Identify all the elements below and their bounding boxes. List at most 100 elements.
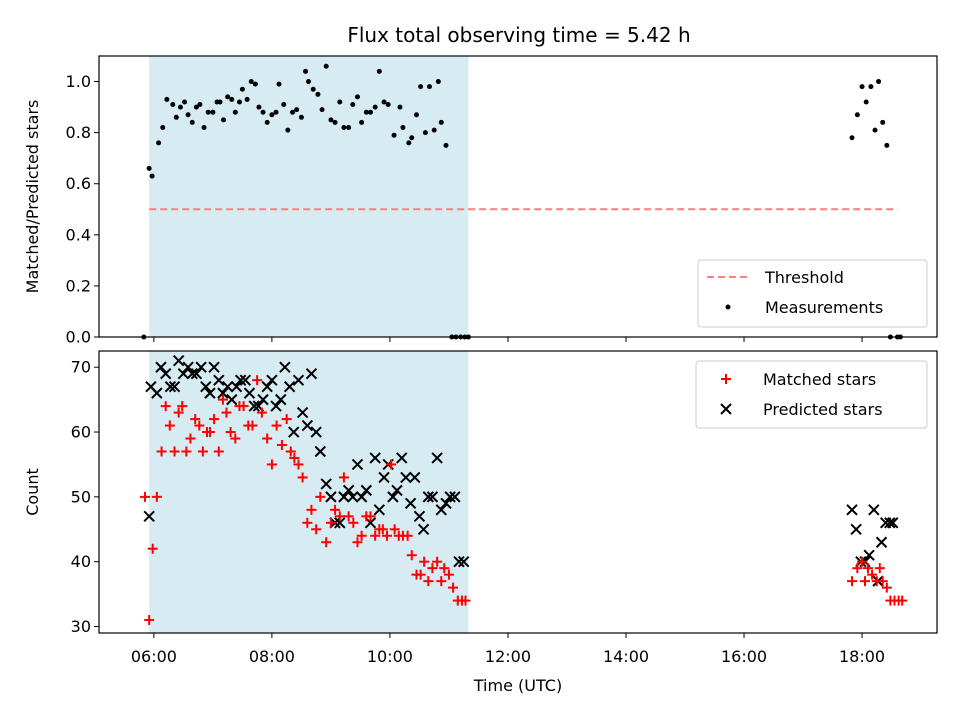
- predicted-star-point: [320, 478, 332, 490]
- predicted-star-point: [168, 380, 181, 393]
- predicted-star-point: [239, 374, 252, 386]
- predicted-star-point: [422, 491, 435, 503]
- y-tick-label: 0.0: [66, 328, 91, 347]
- predicted-star-point: [275, 393, 287, 406]
- measurement-point: [422, 130, 428, 136]
- y-axis-ticks-top: 0.0 0.2 0.4 0.6 0.8 1.0: [66, 72, 99, 347]
- measurement-point: [173, 114, 179, 120]
- matched-star-point: [164, 420, 175, 431]
- x-tick-label: 08:00: [249, 647, 295, 666]
- measurement-point: [177, 104, 183, 110]
- panel-count: 30 40 50 60 70 06:00 08:00 10:00 12:00 14:00 16:0…: [23, 350, 938, 695]
- matched-star-point: [860, 576, 871, 587]
- matched-star-point: [151, 491, 162, 502]
- matched-star-point: [365, 511, 376, 522]
- matched-star-point: [321, 537, 332, 548]
- matched-star-point: [311, 524, 322, 535]
- predicted-star-point: [360, 484, 373, 497]
- measurement-point: [409, 135, 415, 141]
- measurement-point: [367, 109, 373, 115]
- predicted-star-point: [266, 374, 278, 386]
- measurement-point: [315, 91, 321, 97]
- measurement-point: [328, 117, 334, 123]
- measurement-point: [868, 84, 874, 90]
- measurement-point: [319, 107, 325, 113]
- measurement-point: [217, 99, 223, 105]
- predicted-star-point: [440, 497, 452, 510]
- predicted-star-point: [875, 536, 888, 548]
- matched-star-point: [415, 569, 426, 580]
- predicted-star-point: [182, 361, 194, 373]
- matched-star-point: [381, 530, 392, 541]
- matched-star-point: [352, 537, 363, 548]
- chart-title: Flux total observing time = 5.42 h: [347, 23, 690, 47]
- predicted-star-point: [449, 491, 461, 503]
- measurement-point: [332, 119, 338, 125]
- matched-star-point: [256, 407, 267, 418]
- observing-window-shade: [149, 351, 469, 633]
- legend-bottom: Matched stars Predicted stars: [695, 360, 928, 429]
- matched-star-point: [389, 524, 400, 535]
- predicted-star-point: [164, 380, 177, 393]
- predicted-star-point: [887, 517, 899, 529]
- matched-star-point: [238, 401, 249, 412]
- predicted-star-point: [195, 361, 207, 373]
- predicted-star-point: [213, 374, 225, 386]
- measurement-point: [210, 109, 216, 115]
- measurement-point: [221, 117, 227, 123]
- measurement-point: [418, 84, 424, 90]
- matched-star-point: [266, 459, 277, 470]
- predicted-star-point: [243, 387, 256, 399]
- y-tick-label: 40: [71, 552, 91, 571]
- matched-star-point: [419, 556, 430, 567]
- matched-star-point: [443, 569, 454, 580]
- matched-star-point: [852, 563, 863, 574]
- matched-star-point: [271, 420, 282, 431]
- predicted-star-point: [314, 445, 327, 458]
- predicted-star-point: [172, 355, 185, 367]
- plot-frame-bottom: [98, 350, 938, 634]
- matched-star-point: [230, 433, 241, 444]
- matched-star-point: [194, 420, 205, 431]
- x-tick-label: 18:00: [839, 647, 885, 666]
- measurement-point: [350, 102, 356, 108]
- matched-star-point: [857, 556, 868, 567]
- predicted-star-point: [342, 484, 355, 497]
- measurement-point: [426, 84, 432, 90]
- matched-star-point: [867, 569, 878, 580]
- y-axis-ticks-bottom: 30 40 50 60 70: [71, 358, 99, 636]
- legend-x-marker: [720, 403, 732, 415]
- measurement-point: [872, 127, 878, 133]
- predicted-star-point: [404, 497, 417, 510]
- measurement-point: [232, 109, 238, 115]
- matched-star-point: [874, 563, 885, 574]
- measurement-point: [443, 142, 449, 148]
- predicted-star-point: [391, 484, 403, 497]
- measurement-point: [205, 109, 211, 115]
- measurement-point: [256, 104, 262, 110]
- matched-star-point: [423, 576, 434, 587]
- measurement-point: [359, 119, 365, 125]
- legend-measurement-swatch: [725, 304, 731, 310]
- predicted-star-point: [435, 504, 447, 516]
- predicted-star-point: [369, 452, 381, 464]
- matched-star-point: [460, 595, 471, 606]
- matched-star-point: [297, 472, 308, 483]
- predicted-star-point: [305, 367, 318, 380]
- y-tick-label: 0.8: [66, 123, 91, 142]
- predicted-star-point: [453, 555, 465, 568]
- measurement-point: [146, 165, 152, 171]
- predicted-star-point: [334, 517, 346, 529]
- predicted-star-point: [177, 367, 190, 380]
- matched-star-point: [262, 433, 273, 444]
- measurement-point: [225, 94, 231, 100]
- predicted-star-point: [155, 361, 167, 373]
- measurement-point: [197, 102, 203, 108]
- predicted-star-point: [325, 491, 337, 503]
- y-tick-label: 1.0: [66, 72, 91, 91]
- predicted-star-point: [190, 367, 203, 380]
- measurement-point: [435, 79, 441, 85]
- measurement-point: [281, 102, 287, 108]
- x-tick-label: 06:00: [131, 647, 177, 666]
- measurement-point: [863, 99, 869, 105]
